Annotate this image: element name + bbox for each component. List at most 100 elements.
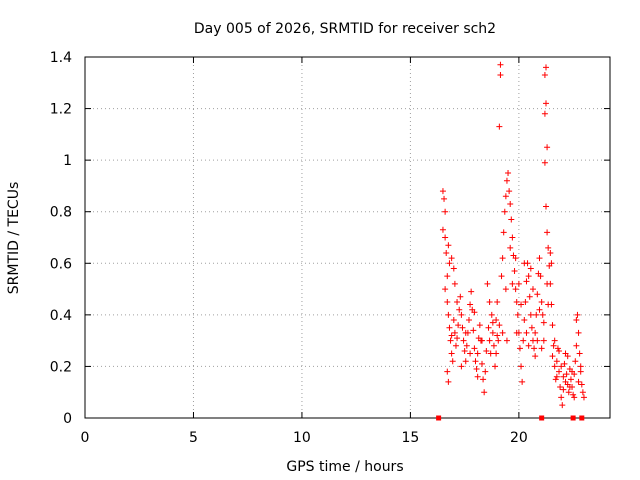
data-point bbox=[576, 350, 583, 357]
data-point bbox=[521, 260, 528, 267]
data-point bbox=[579, 389, 586, 396]
data-point bbox=[563, 371, 570, 378]
data-point bbox=[493, 317, 500, 324]
data-point bbox=[536, 306, 543, 313]
data-point bbox=[544, 280, 551, 287]
data-point bbox=[448, 350, 455, 357]
tick-labels: 0 0.2 0.4 0.6 0.8 1 1.2 1.4 0 5 10 15 20 bbox=[50, 50, 528, 446]
data-point bbox=[575, 329, 582, 336]
axis-ticks bbox=[84, 56, 610, 419]
data-point bbox=[561, 360, 568, 367]
data-point bbox=[571, 394, 578, 401]
data-point bbox=[474, 350, 481, 357]
y-tick-label: 0 bbox=[63, 411, 72, 427]
data-point bbox=[549, 353, 556, 360]
data-point bbox=[480, 376, 487, 383]
data-point bbox=[507, 200, 514, 207]
data-point bbox=[451, 329, 458, 336]
data-point bbox=[474, 373, 481, 380]
data-point bbox=[487, 350, 494, 357]
zero-marker bbox=[570, 415, 576, 421]
y-tick-label: 0.8 bbox=[50, 205, 72, 221]
data-point bbox=[494, 332, 501, 339]
data-point bbox=[509, 280, 516, 287]
zero-marker bbox=[579, 415, 585, 421]
data-point bbox=[534, 337, 541, 344]
data-point bbox=[500, 229, 507, 236]
data-point bbox=[550, 342, 557, 349]
data-point bbox=[518, 301, 525, 308]
data-point bbox=[541, 110, 548, 117]
data-point bbox=[578, 381, 585, 388]
data-point bbox=[502, 286, 509, 293]
data-point bbox=[577, 363, 584, 370]
data-point bbox=[564, 353, 571, 360]
y-tick-label: 0.6 bbox=[50, 256, 72, 272]
data-point bbox=[573, 342, 580, 349]
data-point bbox=[470, 327, 477, 334]
data-point bbox=[575, 378, 582, 385]
data-point bbox=[460, 337, 467, 344]
data-point bbox=[577, 368, 584, 375]
data-point bbox=[528, 324, 535, 331]
data-point bbox=[513, 329, 520, 336]
data-point bbox=[444, 368, 451, 375]
data-point bbox=[545, 301, 552, 308]
data-point bbox=[446, 260, 453, 267]
data-point bbox=[556, 368, 563, 375]
data-point bbox=[541, 72, 548, 79]
data-point bbox=[462, 358, 469, 365]
data-point bbox=[497, 72, 504, 79]
data-point bbox=[580, 394, 587, 401]
data-point bbox=[462, 329, 469, 336]
x-tick-label: 20 bbox=[510, 430, 528, 446]
data-point bbox=[519, 378, 526, 385]
data-point bbox=[567, 376, 574, 383]
data-point bbox=[476, 322, 483, 329]
data-point bbox=[543, 203, 550, 210]
data-point bbox=[532, 353, 539, 360]
data-point bbox=[554, 345, 561, 352]
data-point bbox=[540, 319, 547, 326]
data-point bbox=[455, 322, 462, 329]
data-point bbox=[450, 265, 457, 272]
data-point bbox=[450, 317, 457, 324]
zero-marker bbox=[539, 415, 545, 421]
data-point bbox=[538, 345, 545, 352]
data-point bbox=[551, 363, 558, 370]
data-point bbox=[544, 144, 551, 151]
y-tick-label: 1.4 bbox=[50, 50, 72, 66]
data-point bbox=[503, 337, 510, 344]
data-point bbox=[454, 335, 461, 342]
data-point bbox=[473, 366, 480, 373]
data-point bbox=[560, 386, 567, 393]
data-point bbox=[490, 342, 497, 349]
data-point bbox=[537, 273, 544, 280]
data-point bbox=[458, 311, 465, 318]
data-point bbox=[523, 278, 530, 285]
y-tick-label: 0.4 bbox=[50, 308, 72, 324]
data-point bbox=[461, 347, 468, 354]
data-point bbox=[489, 329, 496, 336]
data-point bbox=[467, 350, 474, 357]
data-point bbox=[566, 384, 573, 391]
data-point bbox=[525, 273, 532, 280]
data-point bbox=[441, 195, 448, 202]
data-point bbox=[467, 301, 474, 308]
data-point bbox=[533, 311, 540, 318]
data-point bbox=[486, 337, 493, 344]
data-point bbox=[513, 298, 520, 305]
plot-frame bbox=[84, 56, 611, 419]
data-point bbox=[448, 255, 455, 262]
x-axis-label: GPS time / hours bbox=[286, 459, 403, 475]
data-point bbox=[492, 363, 499, 370]
data-point bbox=[514, 311, 521, 318]
data-point bbox=[454, 298, 461, 305]
data-point bbox=[541, 159, 548, 166]
data-point bbox=[553, 373, 560, 380]
y-tick-label: 1 bbox=[63, 153, 72, 169]
data-point bbox=[484, 280, 491, 287]
data-point bbox=[511, 268, 518, 275]
data-point bbox=[503, 177, 510, 184]
chart-title: Day 005 of 2026, SRMTID for receiver sch… bbox=[194, 21, 496, 37]
